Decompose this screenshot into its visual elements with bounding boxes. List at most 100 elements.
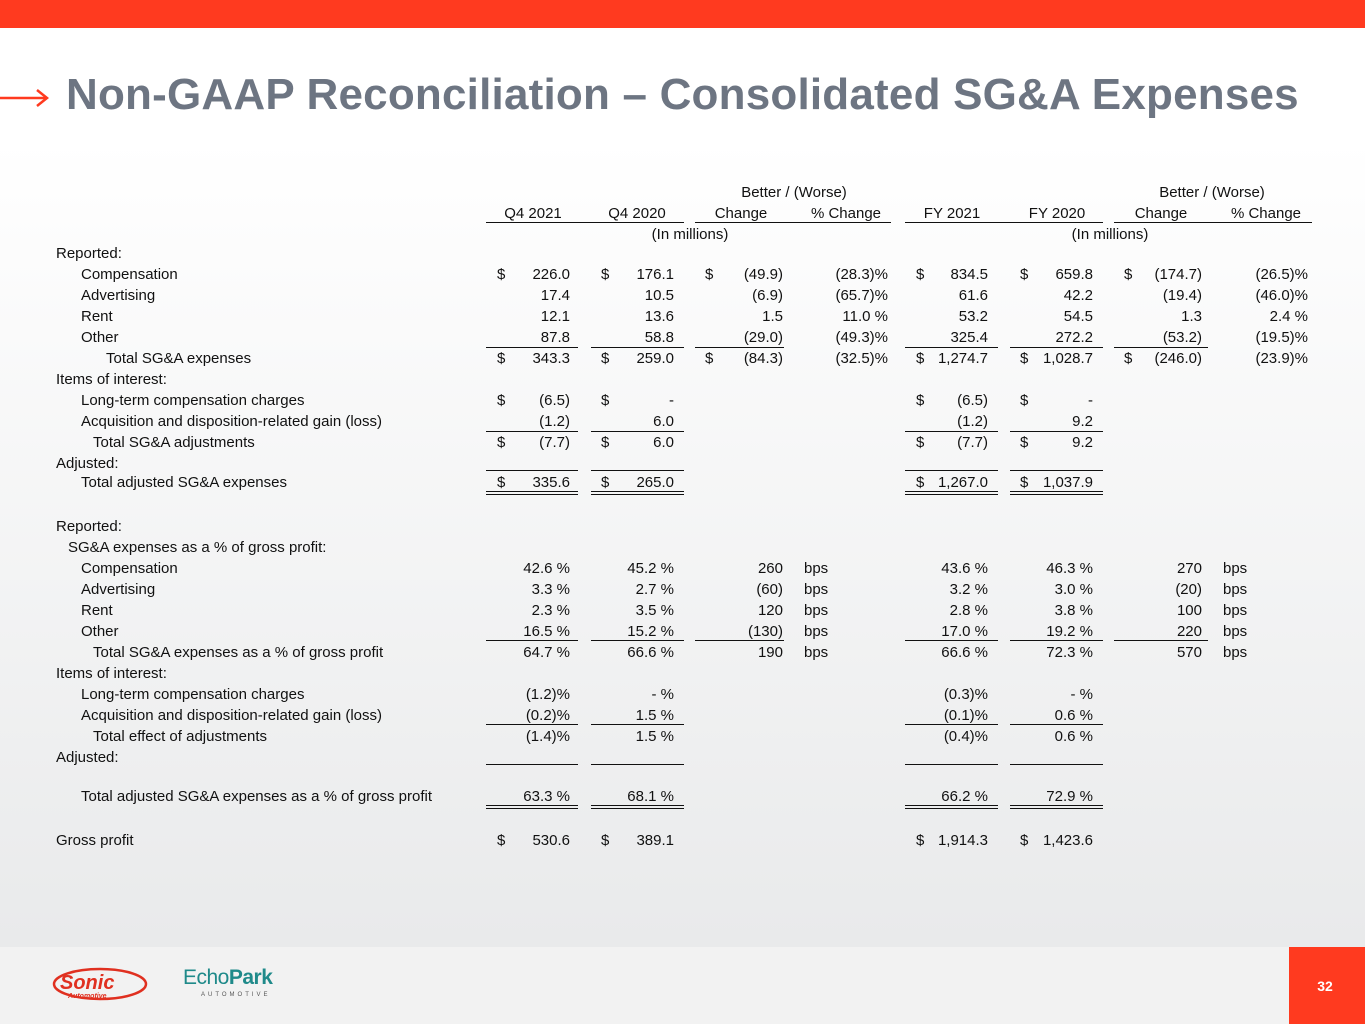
table-cell: 343.3 [532,350,570,367]
table-cell: (19.4) [1162,287,1202,304]
dollar-sign: $ [916,350,925,367]
table-cell: 176.1 [636,266,674,283]
table-cell: 66.2 % [941,788,988,805]
row-label: Acquisition and disposition-related gain… [81,413,382,430]
table-cell: 1.3 [1181,308,1202,325]
footer-bar [0,947,1365,1024]
dollar-sign: $ [916,434,925,451]
dollar-sign: $ [1020,832,1029,849]
table-cell: 64.7 % [523,644,570,661]
total-underline [1010,724,1103,725]
table-cell: (23.9)% [1255,350,1308,367]
table-cell: 1,274.7 [937,350,988,367]
table-cell: 87.8 [540,329,570,346]
dollar-sign: $ [601,266,610,283]
table-cell: (1.4)% [525,728,570,745]
table-cell: 226.0 [532,266,570,283]
total-underline [1010,431,1103,432]
table-cell: 42.2 [1063,287,1093,304]
table-cell: 58.8 [644,329,674,346]
row-label: Adjusted: [56,455,119,472]
table-cell: 53.2 [958,308,988,325]
table-cell: (1.2)% [525,686,570,703]
total-underline [905,347,998,348]
total-underline [591,470,684,471]
row-label: Reported: [56,518,122,535]
bps-unit: bps [804,560,829,577]
table-cell: (7.7) [539,434,570,451]
dollar-sign: $ [1020,350,1029,367]
column-header: % Change [1230,205,1302,222]
dollar-sign: $ [916,832,925,849]
row-label: Advertising [81,287,156,304]
double-underline [486,805,578,809]
total-underline [905,764,998,765]
bps-unit: bps [1223,602,1248,619]
row-label: Items of interest: [56,665,167,682]
table-cell: (49.3)% [835,329,888,346]
table-cell: (49.9) [743,266,783,283]
dollar-sign: $ [601,474,610,491]
table-cell: 3.2 % [949,581,988,598]
table-cell: (130) [747,623,783,640]
total-underline [905,640,998,641]
bps-unit: bps [804,602,829,619]
top-accent-bar [0,0,1365,28]
total-underline [1010,470,1103,471]
echopark-subtitle: AUTOMOTIVE [201,992,271,998]
svg-text:Sonic: Sonic [60,972,114,994]
dollar-sign: $ [601,350,610,367]
table-cell: 3.8 % [1054,602,1093,619]
header-underline [486,222,684,223]
total-underline [1114,640,1208,641]
total-underline [591,640,684,641]
row-label: Total SG&A expenses [106,350,252,367]
table-cell: (65.7)% [835,287,888,304]
table-cell: 834.5 [950,266,988,283]
table-cell: (19.5)% [1255,329,1308,346]
table-cell: 100 [1176,602,1202,619]
double-underline [1010,805,1103,809]
total-underline [905,724,998,725]
table-cell: - % [651,686,675,703]
header-underline [905,222,1103,223]
row-label: Rent [81,308,113,325]
echopark-word-b: Park [228,966,273,989]
table-cell: 2.8 % [949,602,988,619]
row-label: Other [81,329,119,346]
table-cell: (32.5)% [835,350,888,367]
dollar-sign: $ [497,434,506,451]
table-cell: 13.6 [644,308,674,325]
total-underline [591,347,684,348]
table-cell: 63.3 % [523,788,570,805]
table-cell: 1.5 [762,308,783,325]
total-underline [486,431,578,432]
bps-unit: bps [804,623,829,640]
double-underline [1010,491,1103,495]
page-number-box [1289,947,1365,1024]
table-cell: 570 [1176,644,1202,661]
table-cell: 17.4 [540,287,570,304]
table-cell: 10.5 [644,287,674,304]
group-header-fy: Better / (Worse) [1159,184,1265,201]
group-header-quarter: Better / (Worse) [741,184,847,201]
table-cell: - [669,392,674,409]
table-cell: (246.0) [1154,350,1202,367]
table-cell: 43.6 % [941,560,988,577]
dollar-sign: $ [1020,266,1029,283]
table-cell: (60) [756,581,783,598]
total-underline [486,764,578,765]
dollar-sign: $ [497,350,506,367]
total-underline [591,431,684,432]
column-header: Q4 2021 [504,205,562,222]
total-underline [486,724,578,725]
row-label: Long-term compensation charges [81,686,305,703]
row-label: Reported: [56,245,122,262]
total-underline [905,470,998,471]
bps-unit: bps [1223,623,1248,640]
row-label: Rent [81,602,113,619]
dollar-sign: $ [1124,350,1133,367]
row-label: Total SG&A adjustments [93,434,255,451]
table-cell: 120 [757,602,783,619]
page-title: Non-GAAP Reconciliation – Consolidated S… [66,70,1299,119]
